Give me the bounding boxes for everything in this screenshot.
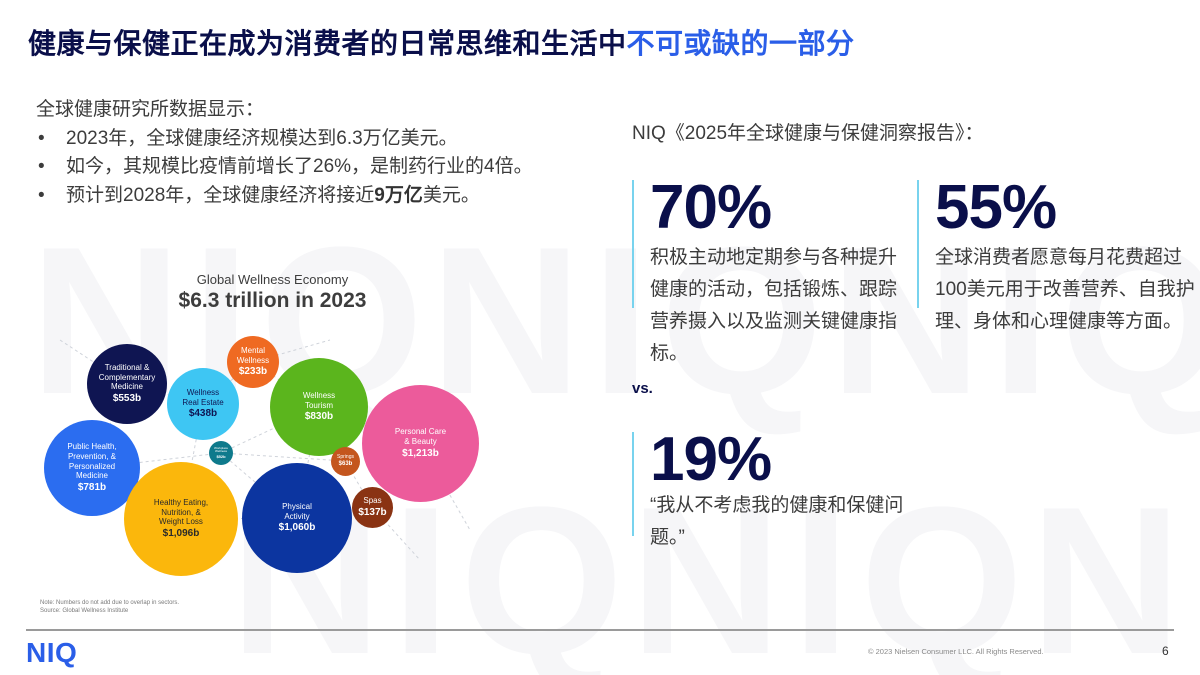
bubble-public-health: Public Health, Prevention, & Personalize… (44, 420, 140, 516)
niq-logo: NIQ (26, 637, 78, 668)
footer-divider (26, 629, 1174, 631)
chart-subtitle: $6.3 trillion in 2023 (178, 289, 367, 312)
bullet-dot: • (38, 156, 45, 177)
intro-bullet: • 如今，其规模比疫情前增长了26%，是制药行业的4倍。 (36, 153, 626, 182)
bubble-workplace-wellness: Workplace Wellness $52b (209, 441, 233, 465)
intro-heading: 全球健康研究所数据显示： (36, 99, 265, 120)
bullet-text-bold: 9万亿 (374, 184, 423, 206)
watermark-text: NIQ (1030, 463, 1200, 675)
page-number: 6 (1162, 644, 1169, 658)
bullet-text: 预计到2028年，全球健康经济将接近9万亿美元。 (66, 182, 480, 211)
bubble-label: Mental Wellness (236, 345, 270, 365)
bullet-dot: • (38, 184, 45, 206)
stat-accent-bar (632, 180, 634, 308)
intro-section: 全球健康研究所数据显示： • 2023年，全球健康经济规模达到6.3万亿美元。 … (36, 96, 626, 210)
bullet-text: 如今，其规模比疫情前增长了26%，是制药行业的4倍。 (66, 156, 533, 177)
stat-accent-bar (917, 180, 919, 308)
bubble-value: $233b (238, 366, 268, 378)
bubble-label: Healthy Eating, Nutrition, & Weight Loss (153, 498, 209, 527)
stat-value: 70% (650, 173, 772, 242)
bubble-value: $1,096b (162, 527, 200, 539)
chart-source-text: Source: Global Wellness Institute (40, 608, 129, 614)
chart-note: Note: Numbers do not add due to overlap … (40, 599, 179, 615)
bubble-label: Wellness Real Estate (182, 387, 224, 407)
bubble-value: $781b (77, 481, 107, 493)
stat-accent-bar (632, 432, 634, 536)
bubble-traditional-medicine: Traditional & Complementary Medicine $553… (87, 344, 167, 424)
bubble-spas: Spas $137b (352, 487, 393, 528)
bubble-label: Personal Care & Beauty (394, 427, 447, 446)
bubble-value: $137b (358, 506, 387, 518)
bullet-text-pre: 预计到2028年，全球健康经济将接近 (66, 184, 375, 206)
stat-value: 55% (935, 173, 1057, 242)
copyright-text: © 2023 Nielsen Consumer LLC. All Rights … (868, 647, 1044, 656)
bubble-label: Spas (363, 496, 382, 506)
bubble-springs: Springs $63b (331, 447, 360, 476)
bubble-label: Wellness Tourism (302, 390, 336, 410)
bubble-label: Physical Activity (282, 501, 312, 521)
bullet-text-post: 美元。 (422, 184, 480, 206)
title-main: 健康与保健正在成为消费者的日常思维和生活中 (28, 28, 627, 59)
bullet-dot: • (38, 127, 45, 149)
chart-title: Global Wellness Economy $6.3 trillion in… (130, 272, 415, 313)
bubble-value: $438b (188, 408, 218, 420)
page-title: 健康与保健正在成为消费者的日常思维和生活中不可或缺的一部分 (28, 22, 855, 62)
bullet-text: 2023年，全球健康经济规模达到6.3万亿美元。 (66, 127, 458, 149)
bubble-value: $1,060b (278, 522, 316, 534)
intro-bullet: • 预计到2028年，全球健康经济将接近9万亿美元。 (36, 182, 626, 211)
vs-label: vs. (632, 380, 653, 397)
bubble-personal-care-beauty: Personal Care & Beauty $1,213b (362, 385, 479, 502)
bubble-physical-activity: Physical Activity $1,060b (242, 463, 352, 573)
chart-note-text: Note: Numbers do not add due to overlap … (40, 600, 180, 606)
bubble-value: $1,213b (402, 447, 439, 459)
stat-description: “我从不考虑我的健康和保健问题。” (650, 495, 904, 548)
stat-description: 积极主动地定期参与各种提升健康的活动，包括锻炼、跟踪营养摄入以及监测关键健康指标… (650, 247, 898, 364)
title-highlight: 不可或缺的一部分 (626, 28, 855, 59)
chart-title-text: Global Wellness Economy (196, 272, 349, 287)
report-heading: NIQ《2025年全球健康与保健洞察报告》： (632, 123, 984, 144)
bubble-value: $830b (304, 411, 334, 423)
bubble-wellness-tourism: Wellness Tourism $830b (270, 358, 368, 456)
bubble-value: $553b (112, 392, 142, 404)
bubble-healthy-eating: Healthy Eating, Nutrition, & Weight Loss… (124, 462, 238, 576)
bubble-label: Workplace Wellness (213, 445, 229, 454)
bubble-mental-wellness: Mental Wellness $233b (227, 336, 279, 388)
stat-description: 全球消费者愿意每月花费超过100美元用于改善营养、自我护理、身体和心理健康等方面… (935, 247, 1195, 332)
bubble-wellness-real-estate: Wellness Real Estate $438b (167, 368, 239, 440)
bubble-value: $63b (338, 461, 353, 468)
bubble-label: Traditional & Complementary Medicine (98, 363, 156, 392)
bubble-chart: Traditional & Complementary Medicine $553… (0, 0, 620, 620)
bubble-label: Public Health, Prevention, & Personalize… (67, 442, 117, 481)
bubble-value: $52b (216, 453, 226, 459)
bubble-label: Springs (337, 454, 354, 461)
stat-value: 19% (650, 425, 772, 494)
intro-bullet: • 2023年，全球健康经济规模达到6.3万亿美元。 (36, 125, 626, 154)
